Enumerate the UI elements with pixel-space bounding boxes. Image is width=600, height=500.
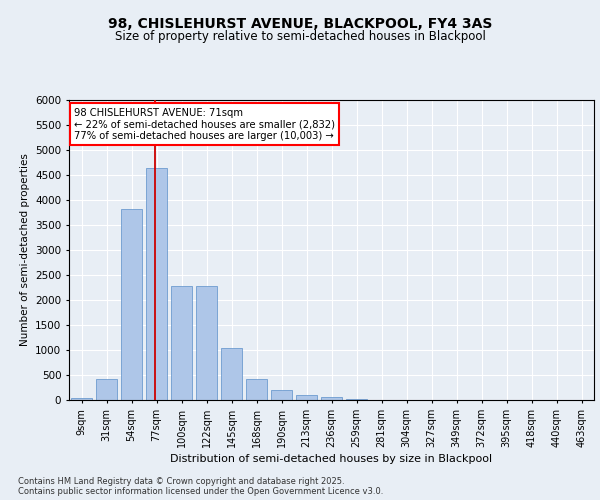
Bar <box>121 209 142 400</box>
Bar <box>146 168 167 400</box>
Bar <box>221 348 242 400</box>
Text: 98, CHISLEHURST AVENUE, BLACKPOOL, FY4 3AS: 98, CHISLEHURST AVENUE, BLACKPOOL, FY4 3… <box>108 18 492 32</box>
Bar <box>196 286 217 400</box>
Bar <box>96 379 117 400</box>
Bar <box>296 395 317 400</box>
Bar <box>346 398 367 400</box>
Text: Contains HM Land Registry data © Crown copyright and database right 2025.: Contains HM Land Registry data © Crown c… <box>18 478 344 486</box>
Bar <box>171 286 192 400</box>
Bar <box>246 379 267 400</box>
Text: Size of property relative to semi-detached houses in Blackpool: Size of property relative to semi-detach… <box>115 30 485 43</box>
Bar <box>271 390 292 400</box>
X-axis label: Distribution of semi-detached houses by size in Blackpool: Distribution of semi-detached houses by … <box>170 454 493 464</box>
Text: 98 CHISLEHURST AVENUE: 71sqm
← 22% of semi-detached houses are smaller (2,832)
7: 98 CHISLEHURST AVENUE: 71sqm ← 22% of se… <box>74 108 335 140</box>
Text: Contains public sector information licensed under the Open Government Licence v3: Contains public sector information licen… <box>18 488 383 496</box>
Bar <box>71 398 92 400</box>
Y-axis label: Number of semi-detached properties: Number of semi-detached properties <box>20 154 29 346</box>
Bar <box>321 397 342 400</box>
